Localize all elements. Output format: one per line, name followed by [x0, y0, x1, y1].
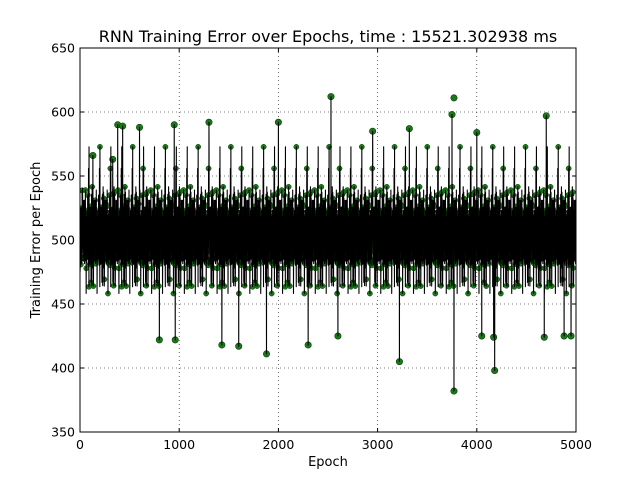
y-axis-label: Training Error per Epoch — [29, 162, 44, 320]
x-tick-label: 4000 — [461, 437, 493, 452]
x-tick-label: 3000 — [362, 437, 394, 452]
data-point-extreme — [450, 94, 458, 102]
chart-title: RNN Training Error over Epochs, time : 1… — [99, 27, 558, 46]
x-tick-label: 0 — [76, 437, 84, 452]
x-tick-label: 2000 — [262, 437, 294, 452]
y-tick-label: 350 — [51, 425, 75, 440]
x-axis-label: Epoch — [308, 455, 348, 470]
x-tick-label: 5000 — [560, 437, 592, 452]
data-series — [80, 93, 576, 395]
y-tick-label: 400 — [51, 361, 75, 376]
x-tick-label: 1000 — [163, 437, 195, 452]
y-tick-label: 650 — [51, 41, 75, 56]
y-tick-label: 450 — [51, 297, 75, 312]
y-tick-label: 550 — [51, 169, 75, 184]
y-tick-label: 500 — [51, 233, 75, 248]
y-tick-label: 600 — [51, 105, 75, 120]
